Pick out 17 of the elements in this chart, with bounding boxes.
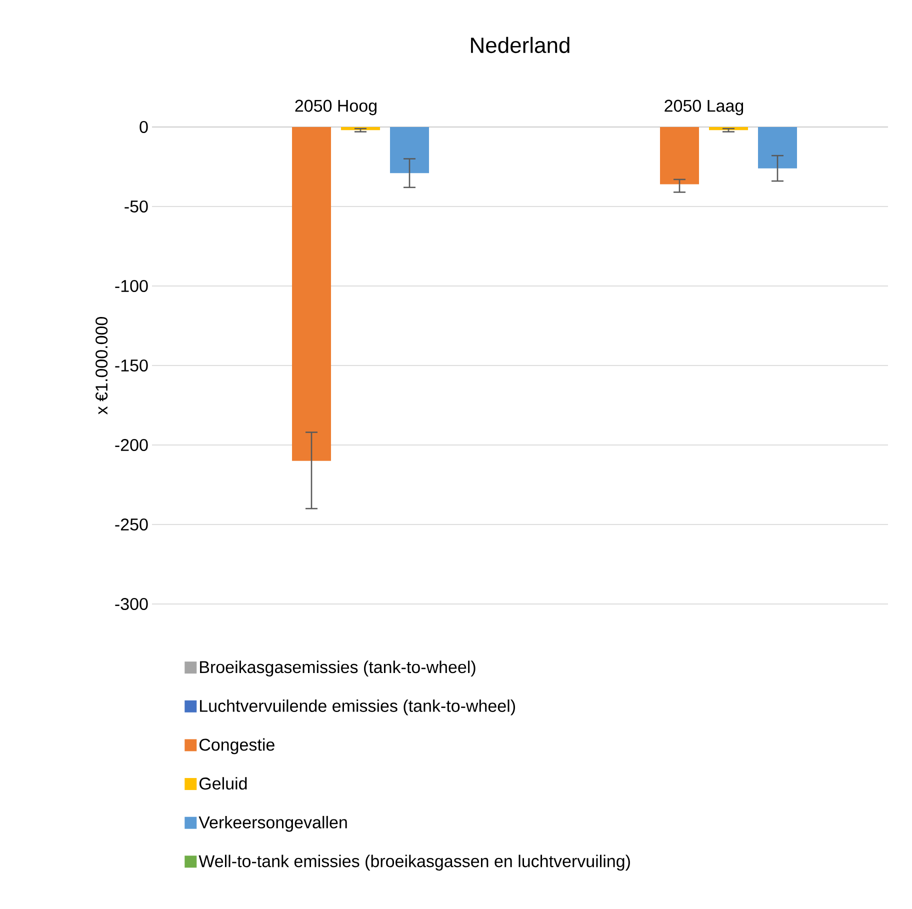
y-tick-label: -200 [115,438,148,452]
legend-label: Luchtvervuilende emissies (tank-to-wheel) [200,699,515,716]
y-tick-label: -50 [124,200,148,213]
y-tick-label: -250 [115,518,148,531]
y-tick-label: 0 [140,120,148,134]
legend-label: Broeikasgasemissies (tank-to-wheel) [200,660,476,677]
legend-label: Verkeersongevallen [198,816,347,832]
y-tick-label: -300 [115,598,148,610]
y-tick-label: -150 [115,359,148,372]
legend-label: Geluid [200,777,247,790]
chart-title: Nederland [471,36,570,54]
legend-label: Well-to-tank emissies (broeikasgassen en luchtvervuiling) [198,854,630,871]
legend-label: Congestie [200,738,274,754]
x-tick-label: 2050 Hoog [295,100,376,116]
x-tick-label: 2050 Laag [664,100,744,116]
y-axis-title: x €1.000.000 [96,317,108,414]
y-tick-label: -100 [115,280,148,292]
